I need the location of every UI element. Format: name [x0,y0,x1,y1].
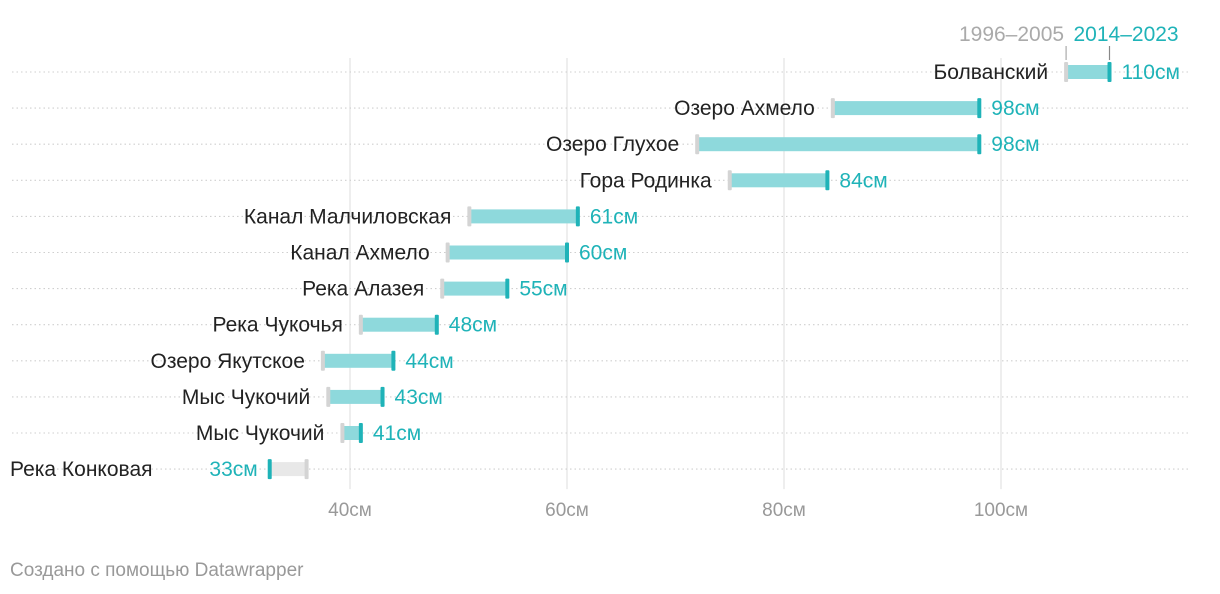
start-marker [326,386,331,407]
value-label: 44см [405,350,453,373]
value-label: 33см [209,458,257,481]
end-marker [825,170,830,191]
range-bar [328,389,383,404]
range-bar [269,462,307,477]
end-marker [267,459,272,480]
end-marker [1107,62,1112,82]
end-marker [391,350,396,371]
value-label: 110см [1122,61,1180,84]
end-marker [380,386,385,407]
range-bar [322,353,394,368]
row-name: Болванский [933,61,1048,84]
value-label: 84см [839,169,887,192]
start-marker [340,423,345,443]
range-bar [697,137,980,152]
start-marker [304,459,309,480]
range-bar [832,101,980,116]
row-name: Озеро Глухое [546,133,679,156]
value-label: 98см [991,97,1039,120]
row-name: Канал Малчиловская [244,205,451,228]
row-name: Река Конковая [10,458,153,481]
row-name: Гора Родинка [580,169,712,192]
range-bar [360,317,437,332]
start-marker [830,98,835,119]
row-name: Река Алазея [302,278,424,301]
range-bar [1066,65,1110,79]
end-marker [358,423,363,443]
value-label: 41см [373,422,421,445]
value-label: 60см [579,242,627,265]
value-label: 98см [991,133,1039,156]
row-name: Канал Ахмело [290,242,429,265]
x-tick-label: 40см [328,500,372,521]
x-tick-label: 80см [762,500,806,521]
start-marker [445,242,450,263]
end-marker [977,98,982,119]
start-marker [467,206,472,227]
row-name: Озеро Ахмело [674,97,815,120]
end-marker [575,206,580,227]
range-bar [442,281,508,296]
row-name: Мыс Чукочий [182,386,310,409]
start-marker [695,134,700,155]
range-bar [729,173,828,188]
row-name: Река Чукочья [213,314,343,337]
range-bar [447,245,567,260]
legend-start-label: 1996–2005 [959,23,1064,46]
start-marker [320,350,325,371]
x-tick-label: 60см [545,500,589,521]
value-label: 43см [395,386,443,409]
row-name: Мыс Чукочий [196,422,324,445]
value-label: 55см [519,278,567,301]
start-marker [1064,62,1069,82]
end-marker [565,242,569,263]
legend-end-label: 2014–2023 [1074,23,1179,46]
start-marker [358,314,363,335]
footer-credit: Создано с помощью Datawrapper [10,560,304,581]
row-name: Озеро Якутское [151,350,305,373]
value-label: 48см [449,314,497,337]
end-marker [434,314,439,335]
range-bar [342,426,361,440]
start-marker [440,278,445,299]
start-marker [727,170,732,191]
end-marker [977,134,982,155]
range-bar [469,209,578,224]
end-marker [505,278,510,299]
value-label: 61см [590,205,638,228]
x-tick-label: 100см [974,500,1028,521]
